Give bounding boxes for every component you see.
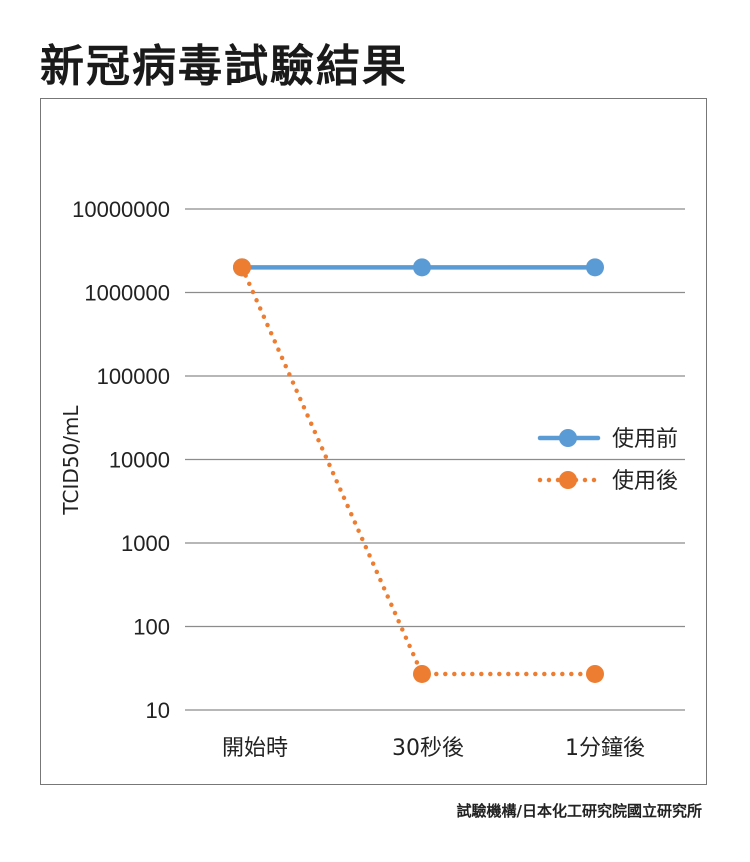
source-note: 試驗機構/日本化工研究院國立研究所 [456, 802, 702, 820]
y-tick-label: 100000 [97, 364, 170, 389]
y-tick-label: 10000 [109, 448, 170, 473]
legend-marker [559, 471, 577, 489]
x-tick-label: 30秒後 [392, 736, 464, 761]
data-point [586, 258, 604, 277]
x-tick-label: 1分鐘後 [565, 736, 645, 761]
y-tick-label: 1000 [121, 531, 170, 556]
data-point [586, 664, 604, 683]
legend-label: 使用前 [612, 427, 678, 452]
chart-frame [40, 98, 707, 785]
page-title: 新冠病毒試驗結果 [40, 41, 408, 92]
y-tick-label: 10000000 [72, 197, 170, 222]
y-tick-label: 100 [133, 615, 170, 640]
y-axis-label: TCID50/mL [59, 405, 83, 516]
legend-label: 使用後 [612, 469, 678, 494]
legend-marker [559, 429, 577, 447]
y-tick-label: 1000000 [84, 281, 170, 306]
x-tick-label: 開始時 [222, 736, 288, 761]
data-point [413, 258, 431, 277]
series-line-2 [239, 265, 598, 677]
data-point [233, 258, 251, 277]
data-point [413, 664, 431, 683]
y-tick-label: 10 [146, 698, 170, 723]
